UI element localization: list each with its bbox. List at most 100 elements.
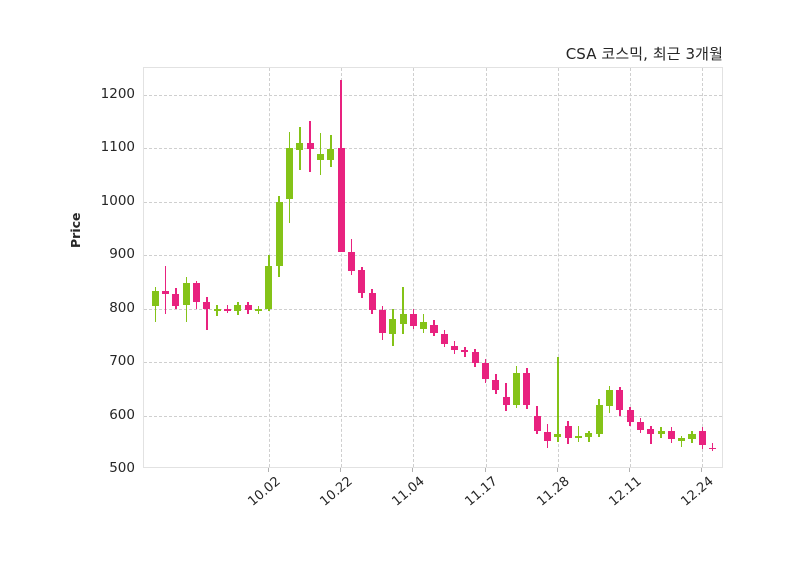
candlestick-body [709, 447, 717, 450]
candlestick-body [347, 252, 355, 272]
candlestick [378, 68, 386, 467]
y-axis-label: Price [68, 212, 83, 249]
candlestick-body [255, 308, 263, 312]
candlestick-wick [649, 426, 652, 445]
x-tick-label-11.17: 11.17 [462, 474, 501, 510]
candlestick-body [688, 433, 696, 440]
candlestick [595, 68, 603, 467]
x-tick-mark [556, 468, 558, 472]
candlestick-body [616, 389, 624, 411]
candlestick-body [585, 432, 593, 437]
candlestick [368, 68, 376, 467]
candlestick-wick [577, 426, 580, 443]
candlestick-body [440, 334, 448, 344]
candlestick-body [482, 363, 490, 380]
plot-area [143, 67, 723, 468]
candlestick-wick [680, 435, 683, 447]
candlestick [451, 68, 459, 467]
candlestick [358, 68, 366, 467]
candlestick [626, 68, 634, 467]
candlestick [306, 68, 314, 467]
x-tick-label-11.28: 11.28 [534, 474, 573, 510]
x-tick-mark [267, 468, 269, 472]
x-tick-mark [484, 468, 486, 472]
candlestick-body [389, 319, 397, 335]
y-tick-label-600: 600 [109, 406, 135, 423]
candlestick-body [544, 431, 552, 442]
candlestick-body [430, 324, 438, 333]
candlestick [492, 68, 500, 467]
candlestick-body [657, 430, 665, 434]
candlestick [286, 68, 294, 467]
x-tick-label-12.11: 12.11 [606, 474, 645, 510]
candlestick [709, 68, 717, 467]
candlestick [327, 68, 335, 467]
candlestick-body [151, 290, 159, 306]
chart-title: CSA 코스믹, 최근 3개월 [565, 45, 723, 63]
candlestick [574, 68, 582, 467]
candlestick [193, 68, 201, 467]
candlestick [151, 68, 159, 467]
candlestick [255, 68, 263, 467]
candlestick-body [564, 426, 572, 438]
candlestick [244, 68, 252, 467]
candlestick-body [678, 437, 686, 442]
candlestick [523, 68, 531, 467]
candlestick [162, 68, 170, 467]
candlestick-body [306, 142, 314, 150]
candlestick [203, 68, 211, 467]
candlestick [678, 68, 686, 467]
x-tick-label-10.02: 10.02 [245, 474, 284, 510]
candlestick [265, 68, 273, 467]
candlestick [337, 68, 345, 467]
candlestick [482, 68, 490, 467]
candlestick-body [244, 305, 252, 311]
candlestick-body [337, 148, 345, 253]
candlestick [213, 68, 221, 467]
candlestick-body [554, 433, 562, 437]
y-tick-label-700: 700 [109, 353, 135, 370]
candlestick-body [327, 149, 335, 160]
candlestick [420, 68, 428, 467]
candlestick-body [275, 201, 283, 266]
candlestick-body [451, 346, 459, 351]
candlestick-body [182, 282, 190, 306]
candlestick [564, 68, 572, 467]
candlestick-body [420, 321, 428, 329]
candlestick [275, 68, 283, 467]
candlestick [430, 68, 438, 467]
candlestick-body [234, 305, 242, 312]
candlestick-body [358, 270, 366, 293]
candlestick-body [193, 282, 201, 303]
candlestick-body [378, 309, 386, 333]
candlestick-body [296, 142, 304, 151]
y-tick-label-1200: 1200 [100, 85, 135, 102]
candlestick [399, 68, 407, 467]
y-tick-label-1000: 1000 [100, 192, 135, 209]
candlestick-wick [164, 265, 167, 314]
candlestick [533, 68, 541, 467]
candlestick-wick [711, 443, 714, 451]
x-tick-mark [701, 468, 703, 472]
candlestick [224, 68, 232, 467]
candlestick [347, 68, 355, 467]
candlestick-body [636, 421, 644, 431]
candlestick-body [265, 265, 273, 309]
candlestick-wick [402, 287, 404, 335]
candlestick-body [471, 352, 479, 364]
candlestick-body [172, 293, 180, 306]
x-tick-mark [340, 468, 342, 472]
y-tick-label-500: 500 [109, 460, 135, 476]
candlestick [616, 68, 624, 467]
candlestick [471, 68, 479, 467]
x-tick-label-11.04: 11.04 [389, 474, 429, 510]
candlestick-body [224, 308, 232, 311]
candlestick-body [574, 435, 582, 438]
candlestick [698, 68, 706, 467]
x-tick-label-12.24: 12.24 [678, 474, 717, 510]
candlestick [585, 68, 593, 467]
candlestick-wick [206, 296, 208, 330]
candlestick-body [513, 372, 521, 405]
candlestick [657, 68, 665, 467]
